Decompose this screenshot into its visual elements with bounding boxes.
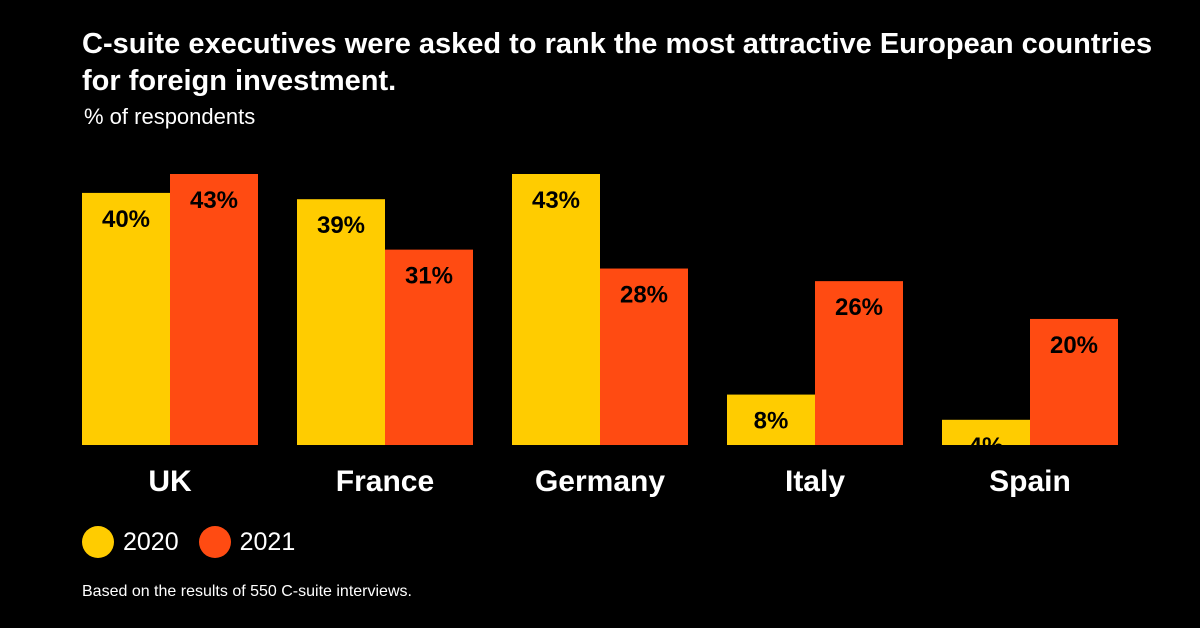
chart-footnote: Based on the results of 550 C-suite inte… (82, 583, 412, 600)
category-label-uk: UK (148, 465, 192, 498)
data-label-germany-2021: 28% (620, 282, 668, 309)
data-label-germany-2020: 43% (532, 187, 580, 214)
legend-item-2021: 2021 (198, 526, 296, 558)
bar-uk-2020 (82, 192, 170, 445)
bar-italy-2021 (815, 281, 903, 445)
bar-spain-2021 (1030, 318, 1118, 445)
bar-spain-2020 (942, 419, 1030, 445)
data-label-uk-2020: 40% (102, 206, 150, 233)
data-label-uk-2021: 43% (190, 187, 238, 214)
data-label-spain-2020: 4% (969, 433, 1004, 460)
legend-item-2020: 2020 (82, 526, 179, 558)
chart-title: C-suite executives were asked to rank th… (82, 28, 1153, 97)
legend-label-2020: 2020 (123, 527, 179, 556)
bar-uk-2021 (170, 174, 258, 445)
category-label-france: France (336, 465, 434, 498)
chart-subtitle: % of respondents (84, 104, 256, 129)
legend-swatch-2020 (82, 526, 114, 558)
data-label-italy-2021: 26% (835, 294, 883, 321)
bar-italy-2020 (727, 394, 815, 445)
bar-germany-2021 (600, 268, 688, 445)
legend-swatch-2021 (198, 526, 231, 558)
bar-france-2020 (297, 199, 385, 445)
data-label-france-2021: 31% (405, 263, 453, 290)
category-label-spain: Spain (989, 465, 1071, 498)
data-label-spain-2021: 20% (1050, 332, 1098, 359)
legend-label-2021: 2021 (239, 527, 296, 556)
bar-france-2021 (385, 249, 473, 445)
data-label-france-2020: 39% (317, 212, 365, 239)
bar-germany-2020 (512, 174, 600, 445)
category-label-germany: Germany (535, 465, 665, 498)
chart-legend: 2020 2021 (82, 526, 315, 558)
data-label-italy-2020: 8% (754, 408, 789, 435)
category-label-italy: Italy (785, 465, 845, 498)
